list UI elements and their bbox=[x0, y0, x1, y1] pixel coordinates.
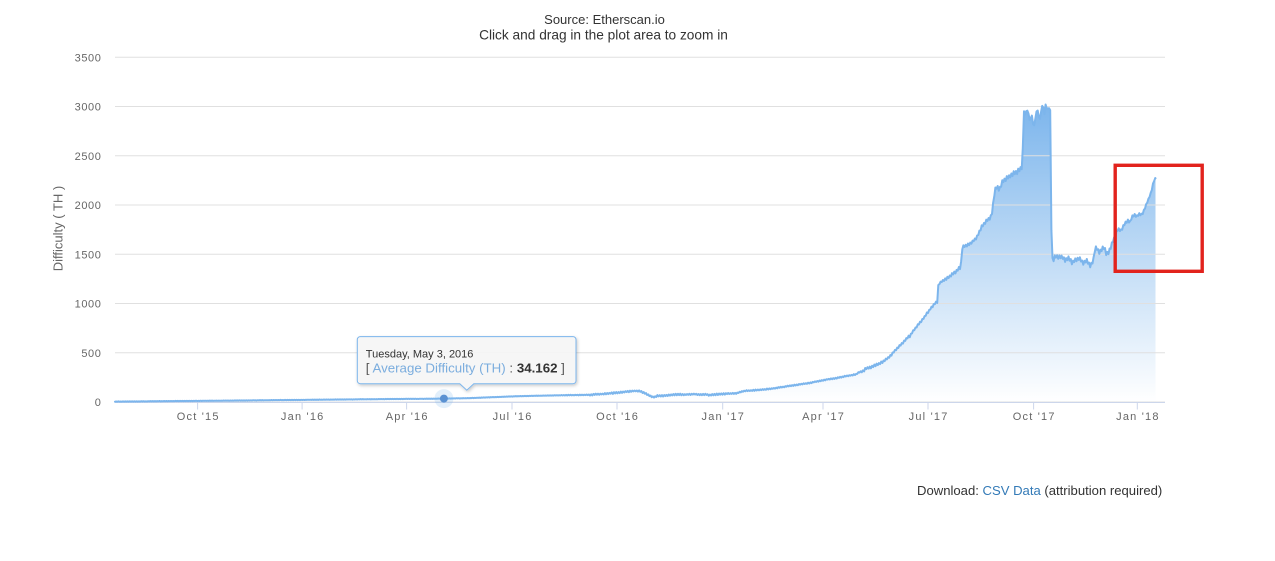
svg-text:2000: 2000 bbox=[75, 200, 102, 212]
svg-text:1000: 1000 bbox=[75, 299, 102, 311]
svg-text:[ Average Difficulty (TH) : 34: [ Average Difficulty (TH) : 34.162 ] bbox=[366, 361, 565, 376]
svg-text:Jul '16: Jul '16 bbox=[493, 411, 533, 423]
svg-text:1500: 1500 bbox=[75, 249, 102, 261]
svg-text:3500: 3500 bbox=[75, 52, 102, 64]
svg-text:Download: CSV Data (attributio: Download: CSV Data (attribution required… bbox=[917, 483, 1162, 498]
svg-text:Apr '17: Apr '17 bbox=[802, 411, 845, 423]
svg-text:500: 500 bbox=[81, 348, 101, 360]
svg-text:Jan '16: Jan '16 bbox=[281, 411, 325, 423]
svg-text:2500: 2500 bbox=[75, 151, 102, 163]
svg-text:Oct '16: Oct '16 bbox=[596, 411, 639, 423]
svg-text:Apr '16: Apr '16 bbox=[386, 411, 429, 423]
svg-text:Jan '17: Jan '17 bbox=[702, 411, 746, 423]
svg-text:Difficulty ( TH ): Difficulty ( TH ) bbox=[51, 186, 66, 271]
svg-text:Oct '17: Oct '17 bbox=[1013, 411, 1056, 423]
svg-text:Oct '15: Oct '15 bbox=[177, 411, 220, 423]
svg-text:0: 0 bbox=[95, 397, 102, 409]
svg-text:Source: Etherscan.io: Source: Etherscan.io bbox=[544, 12, 665, 27]
svg-text:Jan '18: Jan '18 bbox=[1116, 411, 1160, 423]
svg-text:3000: 3000 bbox=[75, 102, 102, 114]
svg-text:Jul '17: Jul '17 bbox=[909, 411, 949, 423]
svg-text:Click and drag in the plot are: Click and drag in the plot area to zoom … bbox=[479, 28, 728, 43]
svg-text:Tuesday, May 3, 2016: Tuesday, May 3, 2016 bbox=[366, 349, 474, 361]
